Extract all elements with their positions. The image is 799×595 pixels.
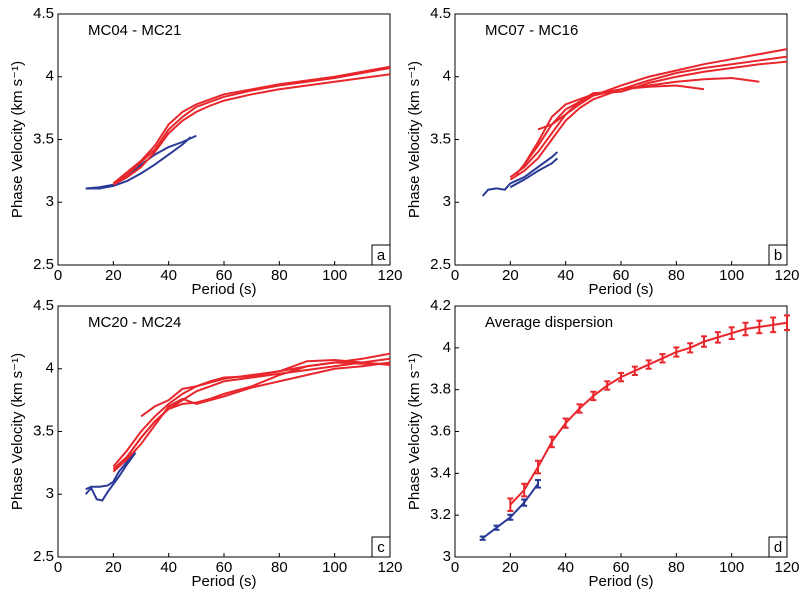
series-line (126, 361, 390, 458)
y-axis-label: Phase Velocity (km s⁻¹) (406, 61, 423, 218)
panel-label: b (774, 247, 782, 264)
x-tick-label: 20 (502, 559, 519, 576)
x-tick-label: 100 (719, 267, 744, 284)
series-line (112, 65, 391, 185)
x-axis-label: Period (s) (588, 281, 653, 298)
series-line (85, 134, 197, 190)
axes-frame (454, 305, 788, 558)
x-tick-label: 80 (271, 267, 288, 284)
y-tick-label: 3.6 (430, 422, 451, 439)
x-tick-label: 20 (502, 267, 519, 284)
x-tick-label: 20 (105, 267, 122, 284)
x-tick-label: 0 (451, 559, 459, 576)
y-tick-label: 4 (46, 360, 54, 377)
x-tick-label: 0 (54, 559, 62, 576)
y-tick-label: 3.2 (430, 506, 451, 523)
y-tick-label: 4 (443, 68, 451, 85)
y-tick-label: 4.5 (33, 297, 54, 314)
x-tick-label: 80 (668, 267, 685, 284)
x-tick-label: 100 (322, 559, 347, 576)
y-tick-label: 3.4 (430, 464, 451, 481)
series-line (509, 321, 788, 506)
x-axis-label: Period (s) (588, 573, 653, 590)
x-tick-label: 120 (774, 559, 799, 576)
x-tick-label: 60 (613, 559, 630, 576)
x-tick-label: 100 (719, 559, 744, 576)
x-tick-label: 80 (271, 559, 288, 576)
y-tick-label: 3 (443, 548, 451, 565)
x-axis-label: Period (s) (191, 573, 256, 590)
y-tick-label: 3.5 (33, 422, 54, 439)
x-tick-label: 0 (54, 267, 62, 284)
series-line (481, 151, 559, 197)
annotation: MC04 - MC21 (88, 22, 181, 39)
y-axis-label: Phase Velocity (km s⁻¹) (9, 353, 26, 510)
annotation: MC07 - MC16 (485, 22, 578, 39)
annotation: MC20 - MC24 (88, 314, 181, 331)
y-tick-label: 2.5 (33, 548, 54, 565)
y-tick-label: 3.8 (430, 381, 451, 398)
x-axis-label: Period (s) (191, 281, 256, 298)
panel-label-box (768, 244, 788, 266)
y-tick-label: 4 (443, 339, 451, 356)
series-line (112, 352, 391, 468)
x-tick-label: 120 (377, 267, 402, 284)
y-tick-label: 3 (46, 485, 54, 502)
x-tick-label: 40 (557, 559, 574, 576)
x-tick-label: 80 (668, 559, 685, 576)
series-line (523, 84, 705, 166)
y-tick-label: 3.5 (33, 130, 54, 147)
series-line (112, 66, 391, 186)
y-axis-label: Phase Velocity (km s⁻¹) (9, 61, 26, 218)
axes-frame (57, 305, 391, 558)
series-line (112, 361, 391, 473)
y-tick-label: 2.5 (33, 256, 54, 273)
panel-label: a (377, 247, 386, 264)
x-tick-label: 40 (160, 267, 177, 284)
y-tick-label: 4 (46, 68, 54, 85)
annotation: Average dispersion (485, 314, 613, 331)
y-tick-label: 3 (46, 193, 54, 210)
axes-frame (57, 13, 391, 266)
panel-label-box (371, 536, 391, 558)
x-tick-label: 100 (322, 267, 347, 284)
y-tick-label: 4.5 (33, 5, 54, 22)
series-line (509, 48, 788, 178)
series-line (509, 157, 559, 189)
x-tick-label: 120 (774, 267, 799, 284)
x-tick-label: 40 (557, 267, 574, 284)
y-tick-label: 4.5 (430, 5, 451, 22)
x-tick-label: 0 (451, 267, 459, 284)
series-line (140, 358, 391, 418)
series-line (112, 73, 391, 186)
panel-label-box (371, 244, 391, 266)
x-tick-label: 60 (216, 559, 233, 576)
panel-label: c (377, 539, 385, 556)
y-tick-label: 4.2 (430, 297, 451, 314)
series-line (84, 452, 137, 502)
axes-frame (454, 13, 788, 266)
x-tick-label: 120 (377, 559, 402, 576)
series-line (515, 77, 760, 176)
y-axis-label: Phase Velocity (km s⁻¹) (406, 353, 423, 510)
y-tick-label: 3.5 (430, 130, 451, 147)
x-tick-label: 60 (613, 267, 630, 284)
y-tick-label: 3 (443, 193, 451, 210)
panel-label-box (768, 536, 788, 558)
series-line (85, 449, 137, 491)
panel-label: d (774, 539, 782, 556)
x-tick-label: 60 (216, 267, 233, 284)
series-line (509, 55, 788, 181)
series-line (85, 136, 192, 190)
x-tick-label: 40 (160, 559, 177, 576)
x-tick-label: 20 (105, 559, 122, 576)
series-line (537, 60, 788, 131)
y-tick-label: 2.5 (430, 256, 451, 273)
